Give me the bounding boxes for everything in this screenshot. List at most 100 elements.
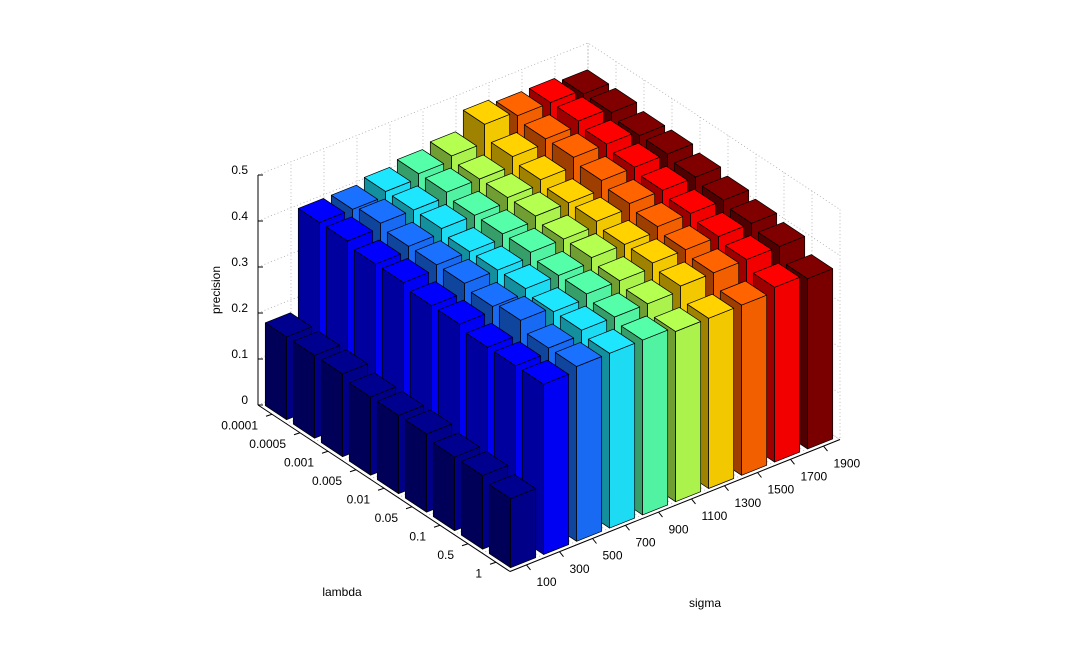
y-axis-label: precision <box>209 266 223 314</box>
bar-front-face <box>741 294 768 476</box>
bar-front-face <box>576 356 603 542</box>
bar-front-face <box>807 268 834 450</box>
depth-tick-label: 1900 <box>834 456 861 470</box>
x-tick <box>321 450 329 454</box>
x-tick <box>461 543 469 547</box>
bar-top-face <box>729 198 778 224</box>
bar-top-face <box>602 219 651 245</box>
bar-top-face <box>495 91 544 117</box>
depth-tick <box>625 524 630 531</box>
bar-top-face <box>330 184 379 210</box>
bar-top-face <box>447 227 496 252</box>
bar-top-face <box>589 87 638 113</box>
bar-top-face <box>564 269 613 295</box>
bar-top-face <box>569 233 618 258</box>
bar-top-face <box>264 312 313 338</box>
bar-front-face <box>675 321 702 503</box>
x-tick-label: 0.001 <box>284 455 314 469</box>
x-tick-label: 0.005 <box>312 474 342 488</box>
bar-top-face <box>719 280 768 306</box>
bar-top-face <box>612 142 661 168</box>
bar-top-face <box>579 155 628 181</box>
bar-top-face <box>785 254 834 280</box>
bar-top-face <box>404 409 453 435</box>
bar-top-face <box>470 281 519 307</box>
bar-top-face <box>757 221 806 247</box>
bar-top-face <box>584 119 633 145</box>
bar-top-face <box>485 173 534 198</box>
depth-tick-label: 1100 <box>702 509 728 523</box>
y-tick-label: 0.4 <box>231 209 248 223</box>
depth-tick <box>559 551 564 558</box>
bar-top-face <box>620 315 669 341</box>
bar-top-face <box>358 198 407 224</box>
bar-top-face <box>325 216 374 242</box>
bar-top-face <box>363 167 412 192</box>
bar-top-face <box>376 391 425 416</box>
depth-tick-label: 500 <box>603 549 623 563</box>
bar-top-face <box>442 258 491 284</box>
x-tick-label: 0.05 <box>375 511 399 525</box>
bar-left-face <box>460 461 483 550</box>
bar-top-face <box>297 198 346 223</box>
bar-top-face <box>658 261 707 287</box>
bar-left-face <box>432 442 455 532</box>
bar-front-face <box>774 276 801 463</box>
bar-top-face <box>292 330 341 356</box>
bar-top-face <box>701 175 750 201</box>
bar-top-face <box>490 132 539 157</box>
bar-top-face <box>381 258 430 283</box>
bar-top-face <box>419 204 468 229</box>
bar-top-face <box>480 209 529 235</box>
bar-top-face <box>696 212 745 237</box>
bar-left-face <box>264 322 287 421</box>
bar-top-face <box>432 432 481 458</box>
bar-top-face <box>546 178 595 204</box>
bar-top-face <box>541 214 590 240</box>
bar-top-face <box>551 132 600 158</box>
bar-top-face <box>508 227 557 253</box>
depth-tick <box>592 538 597 544</box>
bar-front-face <box>609 342 636 529</box>
bar-top-face <box>528 78 577 103</box>
x-tick <box>265 413 273 417</box>
bar-top-face <box>635 202 684 227</box>
bar-top-face <box>498 295 547 321</box>
y-tick-label: 0.2 <box>231 301 248 315</box>
bar-top-face <box>513 191 562 217</box>
depth-tick-label: 1700 <box>801 469 828 483</box>
bar-top-face <box>607 179 656 204</box>
bar-top-face <box>592 292 641 318</box>
bar-left-face <box>488 484 511 569</box>
bar-left-face <box>376 401 399 495</box>
bar-top-face <box>353 239 402 265</box>
bar-top-face <box>396 149 445 175</box>
bar-top-face <box>640 165 689 191</box>
bar-top-face <box>424 167 473 193</box>
depth-tick <box>823 445 828 452</box>
bar-left-face <box>404 419 427 513</box>
x-tick-label: 0.0001 <box>221 418 258 432</box>
x-tick <box>349 469 357 473</box>
bar-top-face <box>414 240 463 266</box>
depth-tick-label: 300 <box>570 562 590 576</box>
bar-top-face <box>536 250 585 276</box>
bar-top-face <box>724 235 773 260</box>
depth-tick-label: 700 <box>636 535 656 549</box>
bar-top-face <box>574 196 623 222</box>
x-tick <box>433 524 441 528</box>
depth-tick <box>790 458 795 465</box>
bar-top-face <box>488 474 537 500</box>
depth-tick <box>526 564 531 571</box>
y-tick-label: 0.1 <box>231 347 248 361</box>
depth-tick-label: 100 <box>537 575 557 589</box>
bar-left-face <box>292 340 315 439</box>
bar-top-face <box>526 323 575 349</box>
bar-top-face <box>386 221 435 247</box>
bar-top-face <box>597 256 646 282</box>
depth-tick <box>691 498 696 505</box>
depth-tick-label: 900 <box>669 522 689 536</box>
bar-top-face <box>645 129 694 155</box>
bar-top-face <box>409 281 458 307</box>
bar-front-face <box>708 307 735 489</box>
